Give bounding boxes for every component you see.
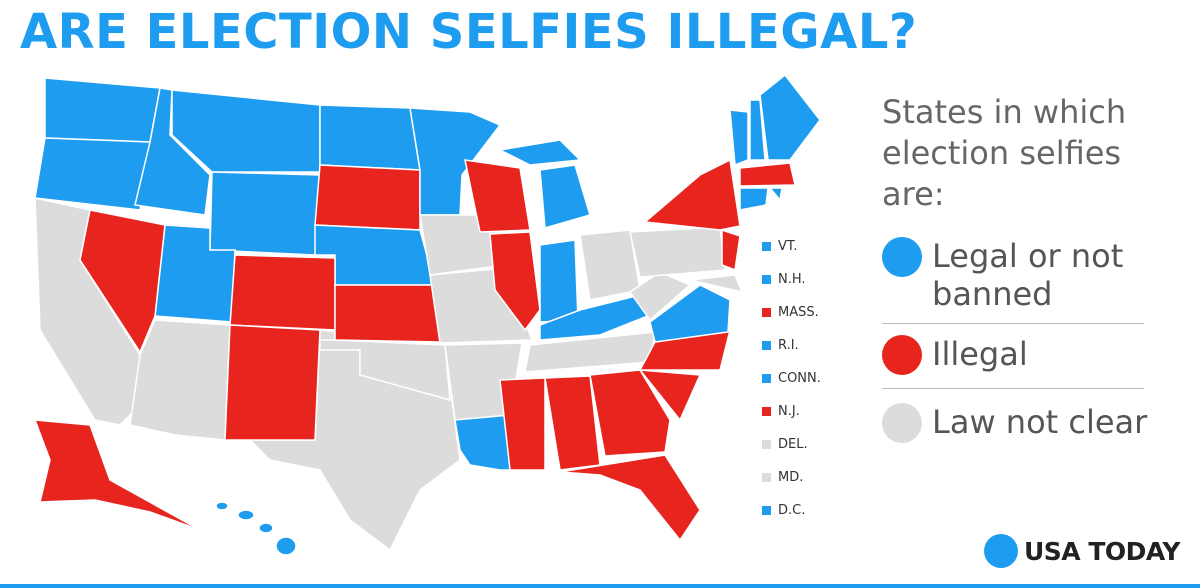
state [729,109,749,167]
state [721,228,741,272]
small-state-label: CONN. [778,371,821,386]
small-state-label: D.C. [778,503,806,518]
state [689,274,744,294]
legend-dot [882,237,922,277]
state [229,254,336,331]
state [539,164,591,229]
small-state: N.J. [762,404,800,419]
state [275,536,297,556]
state [209,171,321,256]
small-state-swatch [762,308,771,317]
title: ARE ELECTION SELFIES ILLEGAL? [20,4,918,60]
state [258,522,274,534]
small-state-label: N.H. [778,272,806,287]
legend-label: Legal or not banned [932,237,1124,313]
small-state-label: R.I. [778,338,799,353]
legend-label: Illegal [932,335,1028,373]
state [739,162,796,187]
state [649,284,731,343]
legend-item: Law not clear [882,403,1152,443]
small-state-label: N.J. [778,404,800,419]
small-state: R.I. [762,338,799,353]
us-map [33,73,821,556]
state [559,454,701,542]
legend-label: Law not clear [932,403,1148,441]
small-state-swatch [762,407,771,416]
small-state: N.H. [762,272,806,287]
state [629,226,726,278]
state [334,284,441,343]
small-state-label: VT. [778,239,798,254]
legend-rule [882,323,1144,324]
small-state-swatch [762,506,771,515]
state [489,231,541,332]
state [497,139,582,166]
state [215,501,229,511]
state [33,419,201,531]
legend-dot [882,403,922,443]
logo-dot [984,534,1018,568]
state [464,159,531,233]
small-state: MASS. [762,305,819,320]
state [749,99,766,161]
small-state: DEL. [762,437,808,452]
small-state: CONN. [762,371,821,386]
state [539,239,579,323]
small-state-swatch [762,275,771,284]
legend-item: Legal or not banned [882,237,1152,313]
legend-dot [882,335,922,375]
small-state-swatch [762,242,771,251]
small-state-label: MD. [778,470,804,485]
state [589,369,671,457]
state [638,369,702,422]
small-state-swatch [762,440,771,449]
state [409,107,502,216]
state [499,377,546,471]
legend-rule [882,388,1144,389]
small-state: VT. [762,239,797,254]
state [44,77,161,143]
legend-item: Illegal [882,335,1152,375]
state [34,137,151,211]
state [79,209,166,354]
small-state-label: DEL. [778,437,808,452]
small-state: MD. [762,470,803,485]
state [171,89,321,173]
state [237,509,255,521]
state [643,158,741,231]
small-state: D.C. [762,503,805,518]
small-state-swatch [762,473,771,482]
state [314,164,421,231]
state [739,187,769,211]
logo: USA TODAY [984,534,1180,568]
legend-heading: States in which election selfies are: [882,93,1127,213]
logo-text: USA TODAY [1024,536,1180,566]
state [319,104,421,171]
small-state-swatch [762,341,771,350]
state [768,187,783,202]
state [759,73,821,161]
small-state-label: MASS. [778,305,819,320]
state [224,324,321,441]
state [628,271,692,322]
small-state-swatch [762,374,771,383]
state [544,375,601,471]
state [579,229,641,301]
bottom-bar [0,584,1200,588]
